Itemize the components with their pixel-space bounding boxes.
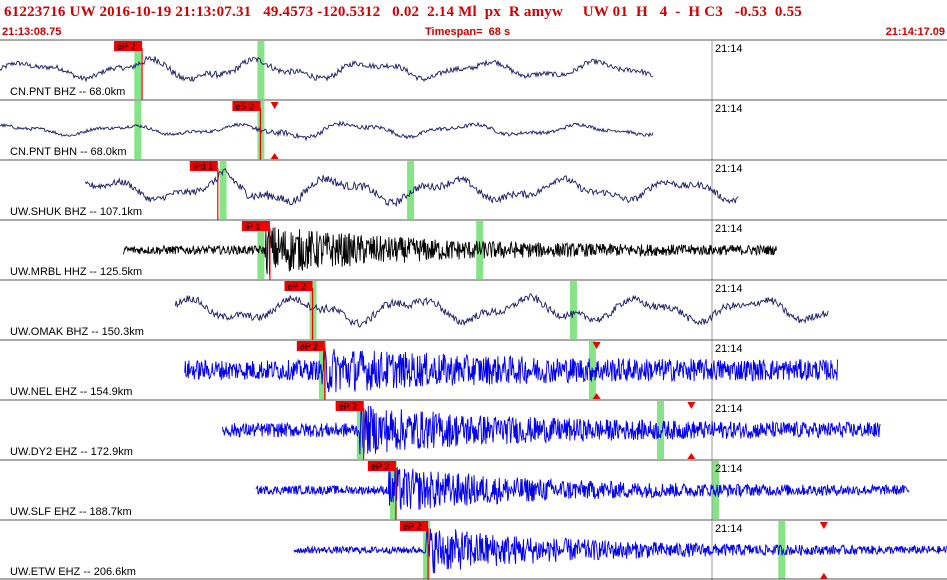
minute-label: 21:14	[715, 463, 743, 475]
amplitude-marker	[687, 402, 696, 409]
amplitude-marker	[270, 153, 279, 159]
pick-flag-label: eP 2	[117, 42, 135, 52]
station-label: UW.SLF EHZ -- 188.7km	[10, 506, 132, 518]
amplitude-marker	[592, 342, 601, 349]
waveform-trace	[222, 404, 881, 455]
start-time: 21:13:08.75	[2, 26, 62, 38]
phase-marker	[569, 281, 577, 339]
phase-marker	[657, 401, 665, 459]
phase-marker	[257, 41, 265, 99]
pick-flag-label: eP 2	[300, 342, 318, 352]
station-label: CN.PNT BHN -- 68.0km	[10, 146, 127, 158]
station-label: UW.ETW EHZ -- 206.6km	[10, 566, 136, 578]
station-label: UW.OMAK BHZ -- 150.3km	[10, 326, 144, 338]
phase-marker	[476, 221, 484, 279]
minute-label: 21:14	[715, 283, 743, 295]
waveform-trace	[174, 293, 829, 328]
phase-marker	[134, 41, 142, 99]
amplitude-marker	[270, 102, 279, 109]
minute-label: 21:14	[715, 343, 743, 355]
pick-flag	[335, 401, 364, 411]
station-label: UW.MRBL HHZ -- 125.5km	[10, 266, 142, 278]
station-label: UW.DY2 EHZ -- 172.9km	[10, 446, 133, 458]
pick-flag-label: eP 2	[339, 402, 357, 412]
waveform-trace	[0, 55, 654, 83]
station-label: UW.SHUK BHZ -- 107.1km	[10, 206, 142, 218]
amplitude-marker	[592, 393, 601, 399]
minute-label: 21:14	[715, 223, 743, 235]
phase-marker	[711, 461, 719, 519]
event-title: 61223716 UW 2016-10-19 21:13:07.31 49.45…	[4, 4, 802, 20]
waveform-trace	[184, 346, 839, 393]
timespan-label: Timespan= 68 s	[425, 26, 511, 38]
phase-marker	[407, 161, 415, 219]
minute-label: 21:14	[715, 43, 743, 55]
pick-flag-label: eP 2	[371, 462, 389, 472]
station-label: CN.PNT BHZ -- 68.0km	[10, 86, 125, 98]
waveform-trace	[122, 227, 777, 275]
waveform-trace	[293, 528, 947, 574]
pick-flag-label: iPd 1	[193, 162, 214, 172]
pick-flag	[296, 341, 325, 351]
waveform-trace	[255, 467, 910, 510]
pick-flag	[232, 101, 261, 111]
minute-label: 21:14	[715, 163, 743, 175]
minute-label: 21:14	[715, 403, 743, 415]
minute-label: 21:14	[715, 103, 743, 115]
amplitude-marker	[819, 573, 828, 579]
pick-flag-label: iP 1	[245, 222, 260, 232]
minute-label: 21:14	[715, 523, 743, 535]
waveform-trace	[84, 168, 739, 208]
end-time: 21:14:17.09	[885, 26, 945, 38]
station-label: UW.NEL EHZ -- 154.9km	[10, 386, 132, 398]
phase-marker	[423, 521, 431, 579]
header-bar: 61223716 UW 2016-10-19 21:13:07.31 49.45…	[0, 0, 947, 40]
phase-marker	[318, 341, 326, 399]
waveform-trace	[0, 120, 654, 142]
pick-flag	[284, 281, 313, 291]
pick-flag	[400, 521, 429, 531]
amplitude-marker	[819, 522, 828, 529]
phase-marker	[219, 161, 227, 219]
pick-flag	[114, 41, 143, 51]
pick-flag-label: eP 2	[288, 282, 306, 292]
phase-marker	[134, 101, 142, 159]
pick-flag-label: eS 2	[235, 102, 254, 112]
pick-flag	[367, 461, 396, 471]
amplitude-marker	[687, 453, 696, 459]
pick-flag	[241, 221, 270, 231]
pick-flag	[189, 161, 218, 171]
pick-flag-label: eP 2	[403, 522, 421, 532]
